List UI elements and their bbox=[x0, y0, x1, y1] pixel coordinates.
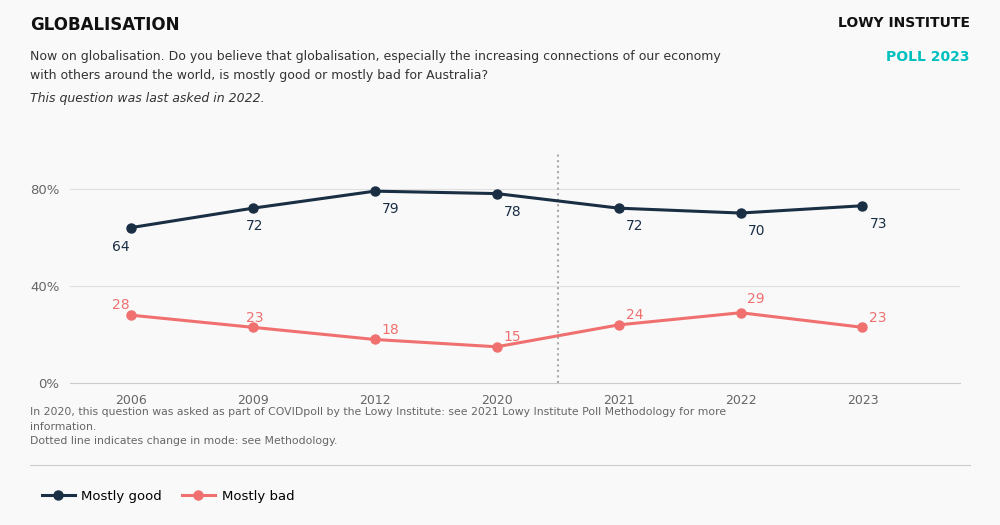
Text: Now on globalisation. Do you believe that globalisation, especially the increasi: Now on globalisation. Do you believe tha… bbox=[30, 50, 721, 63]
Text: 23: 23 bbox=[869, 311, 887, 324]
Text: In 2020, this question was asked as part of COVIDpoll by the Lowy Institute: see: In 2020, this question was asked as part… bbox=[30, 407, 726, 417]
Text: 70: 70 bbox=[747, 224, 765, 238]
Text: Dotted line indicates change in mode: see Methodology.: Dotted line indicates change in mode: se… bbox=[30, 436, 337, 446]
Text: This question was last asked in 2022.: This question was last asked in 2022. bbox=[30, 92, 265, 105]
Text: 78: 78 bbox=[504, 205, 521, 218]
Text: 72: 72 bbox=[246, 219, 263, 233]
Legend: Mostly good, Mostly bad: Mostly good, Mostly bad bbox=[37, 485, 299, 508]
Text: 15: 15 bbox=[504, 330, 521, 344]
Text: POLL 2023: POLL 2023 bbox=[887, 50, 970, 64]
Text: 79: 79 bbox=[382, 202, 399, 216]
Text: GLOBALISATION: GLOBALISATION bbox=[30, 16, 180, 34]
Text: 18: 18 bbox=[382, 323, 399, 337]
Text: 72: 72 bbox=[626, 219, 643, 233]
Text: 24: 24 bbox=[626, 308, 643, 322]
Text: 28: 28 bbox=[112, 298, 129, 312]
Text: 73: 73 bbox=[869, 217, 887, 231]
Text: information.: information. bbox=[30, 422, 96, 432]
Text: with others around the world, is mostly good or mostly bad for Australia?: with others around the world, is mostly … bbox=[30, 69, 488, 82]
Text: 64: 64 bbox=[112, 240, 129, 254]
Text: 23: 23 bbox=[246, 311, 263, 324]
Text: 29: 29 bbox=[747, 292, 765, 306]
Text: LOWY INSTITUTE: LOWY INSTITUTE bbox=[838, 16, 970, 30]
